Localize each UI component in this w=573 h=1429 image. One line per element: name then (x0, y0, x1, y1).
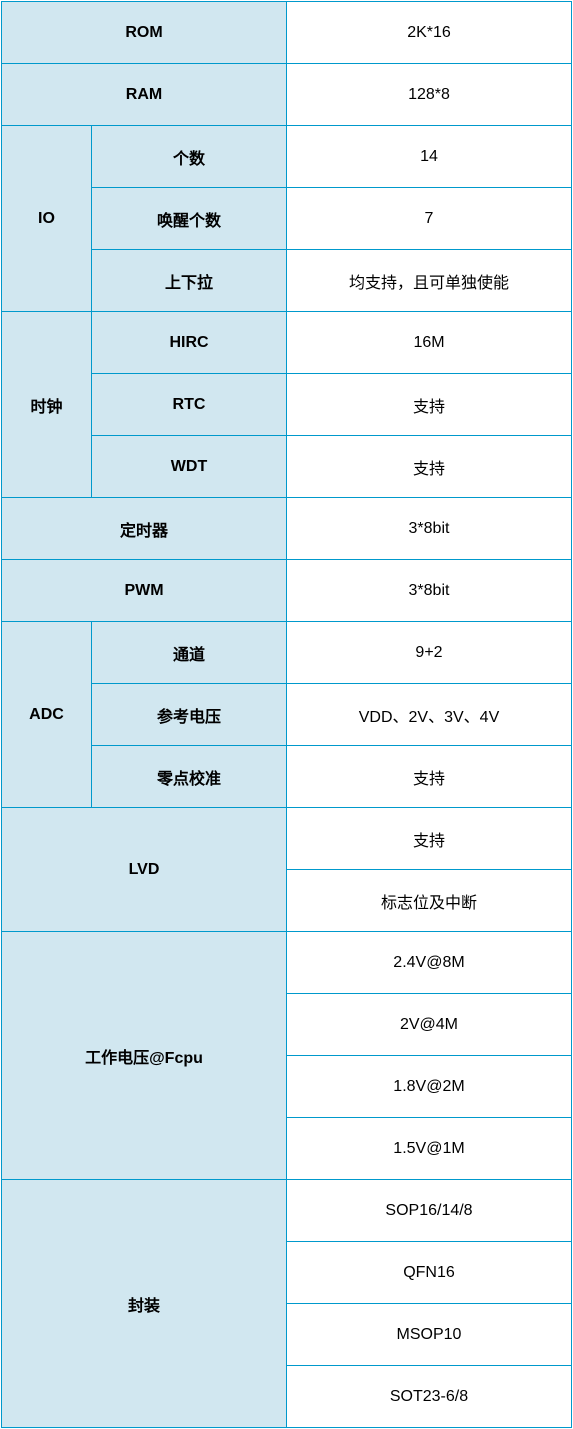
table-row: LVD 支持 (2, 808, 572, 870)
package-label: 封装 (2, 1180, 287, 1428)
adc-channel-value: 9+2 (287, 622, 572, 684)
clock-rtc-value: 支持 (287, 374, 572, 436)
timer-value: 3*8bit (287, 498, 572, 560)
table-row: ROM 2K*16 (2, 2, 572, 64)
rom-label: ROM (2, 2, 287, 64)
package-value-1: SOP16/14/8 (287, 1180, 572, 1242)
adc-zerocal-label: 零点校准 (92, 746, 287, 808)
table-row: 封装 SOP16/14/8 (2, 1180, 572, 1242)
package-value-3: MSOP10 (287, 1304, 572, 1366)
voltage-value-2: 2V@4M (287, 994, 572, 1056)
pwm-label: PWM (2, 560, 287, 622)
ram-label: RAM (2, 64, 287, 126)
adc-zerocal-value: 支持 (287, 746, 572, 808)
voltage-value-4: 1.5V@1M (287, 1118, 572, 1180)
clock-rtc-label: RTC (92, 374, 287, 436)
timer-label: 定时器 (2, 498, 287, 560)
lvd-value-1: 支持 (287, 808, 572, 870)
voltage-value-1: 2.4V@8M (287, 932, 572, 994)
adc-group-label: ADC (2, 622, 92, 808)
table-row: RAM 128*8 (2, 64, 572, 126)
io-count-label: 个数 (92, 126, 287, 188)
table-row: ADC 通道 9+2 (2, 622, 572, 684)
package-value-4: SOT23-6/8 (287, 1366, 572, 1428)
adc-channel-label: 通道 (92, 622, 287, 684)
table-row: IO 个数 14 (2, 126, 572, 188)
table-row: 工作电压@Fcpu 2.4V@8M (2, 932, 572, 994)
rom-value: 2K*16 (287, 2, 572, 64)
adc-vref-value: VDD、2V、3V、4V (287, 684, 572, 746)
io-group-label: IO (2, 126, 92, 312)
adc-vref-label: 参考电压 (92, 684, 287, 746)
pwm-value: 3*8bit (287, 560, 572, 622)
voltage-label: 工作电压@Fcpu (2, 932, 287, 1180)
io-wakeup-value: 7 (287, 188, 572, 250)
io-wakeup-label: 唤醒个数 (92, 188, 287, 250)
table-row: 时钟 HIRC 16M (2, 312, 572, 374)
lvd-label: LVD (2, 808, 287, 932)
clock-wdt-value: 支持 (287, 436, 572, 498)
io-count-value: 14 (287, 126, 572, 188)
package-value-2: QFN16 (287, 1242, 572, 1304)
io-pullupdown-value: 均支持，且可单独使能 (287, 250, 572, 312)
table-row: PWM 3*8bit (2, 560, 572, 622)
clock-wdt-label: WDT (92, 436, 287, 498)
clock-hirc-value: 16M (287, 312, 572, 374)
ram-value: 128*8 (287, 64, 572, 126)
spec-table: ROM 2K*16 RAM 128*8 IO 个数 14 唤醒个数 7 上下拉 … (1, 1, 572, 1428)
clock-hirc-label: HIRC (92, 312, 287, 374)
voltage-value-3: 1.8V@2M (287, 1056, 572, 1118)
io-pullupdown-label: 上下拉 (92, 250, 287, 312)
lvd-value-2: 标志位及中断 (287, 870, 572, 932)
clock-group-label: 时钟 (2, 312, 92, 498)
table-row: 定时器 3*8bit (2, 498, 572, 560)
